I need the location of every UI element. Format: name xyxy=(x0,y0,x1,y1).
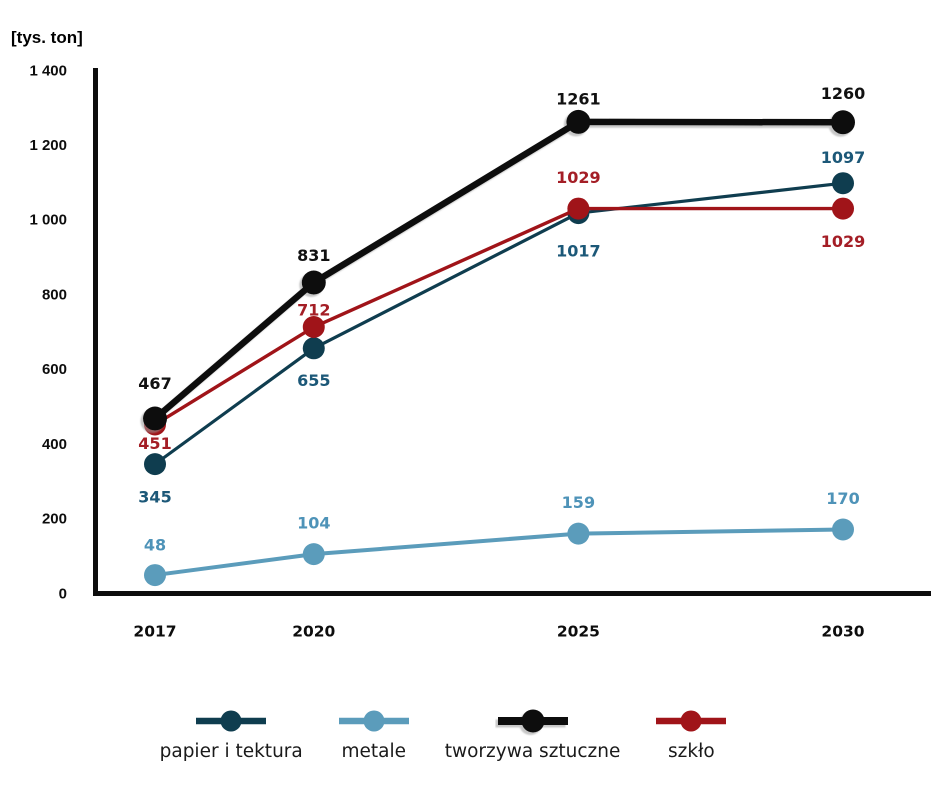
legend-item-metale: metale xyxy=(336,706,412,762)
y-axis-tick-label: 1 200 xyxy=(29,137,67,154)
value-label: 451 xyxy=(138,434,171,453)
legend-marker xyxy=(338,710,409,732)
value-label: 1017 xyxy=(556,242,601,261)
value-label: 655 xyxy=(297,371,330,390)
y-axis-tick-label: 200 xyxy=(42,511,67,528)
data-point xyxy=(832,197,854,220)
data-point xyxy=(302,316,325,339)
legend-item-szkło: szkło xyxy=(653,706,729,762)
legend-marker xyxy=(656,710,727,732)
legend-item-tworzywa-sztuczne: tworzywa sztuczne xyxy=(444,706,621,762)
y-axis-tick-label: 600 xyxy=(42,361,67,378)
legend-item-label: metale xyxy=(341,741,406,762)
value-label: 159 xyxy=(562,493,595,512)
y-axis-tick-label: 1 400 xyxy=(29,62,67,79)
series-szkło xyxy=(144,197,854,436)
value-label: 1261 xyxy=(556,90,601,109)
data-point xyxy=(143,406,167,431)
value-label: 1260 xyxy=(821,84,866,103)
y-axis-tick-label: 800 xyxy=(42,286,67,303)
data-point xyxy=(567,522,590,545)
value-label: 467 xyxy=(138,374,171,393)
value-label: 345 xyxy=(138,488,171,507)
data-point xyxy=(302,543,325,566)
data-point xyxy=(144,453,166,476)
data-point xyxy=(302,337,325,360)
y-axis-tick-label: 1 000 xyxy=(29,212,67,229)
data-point xyxy=(566,109,591,134)
value-label: 1029 xyxy=(821,232,866,251)
data-point xyxy=(144,564,166,587)
x-axis-tick-label: 2020 xyxy=(292,622,335,640)
value-label: 712 xyxy=(297,301,330,320)
legend-item-papier-i-tektura: papier i tektura xyxy=(160,706,303,762)
value-label: 48 xyxy=(144,536,166,555)
y-axis-tick-label: 0 xyxy=(59,585,67,602)
data-point xyxy=(301,270,326,295)
x-axis-tick-label: 2025 xyxy=(557,622,600,640)
value-label: 170 xyxy=(826,489,859,508)
legend-item-label: tworzywa sztuczne xyxy=(444,741,621,762)
legend-item-label: papier i tektura xyxy=(159,741,303,762)
series-papier-i-tektura xyxy=(144,172,854,476)
data-point xyxy=(832,172,854,195)
series-line xyxy=(151,118,847,422)
x-axis-tick-label: 2030 xyxy=(821,622,864,640)
line-chart: 0 200 400 600 800 1 000 1 200 1 400 2017 2020 2025… xyxy=(29,62,931,640)
y-axis-tick-label: 400 xyxy=(42,436,67,453)
series-line xyxy=(153,206,845,427)
value-label: 1029 xyxy=(556,168,601,187)
series-line xyxy=(153,181,845,466)
value-label: 104 xyxy=(297,514,330,533)
chart-axes xyxy=(93,68,931,596)
x-axis-tick-label: 2017 xyxy=(133,622,176,640)
data-point xyxy=(831,110,855,135)
data-point xyxy=(832,518,854,541)
legend-marker xyxy=(196,710,267,732)
value-label: 1097 xyxy=(821,148,866,167)
data-point xyxy=(567,197,590,220)
y-axis-unit-label: [tys. ton] xyxy=(11,28,83,47)
series-tworzywa-sztuczne xyxy=(143,109,855,431)
legend-item-label: szkło xyxy=(668,741,715,762)
series-metale xyxy=(144,518,854,587)
legend-marker xyxy=(497,709,568,733)
value-label: 831 xyxy=(297,246,330,265)
chart-legend: papier i tektura metale tworzywa sztuczne s… xyxy=(0,706,915,762)
series-line xyxy=(153,527,845,578)
